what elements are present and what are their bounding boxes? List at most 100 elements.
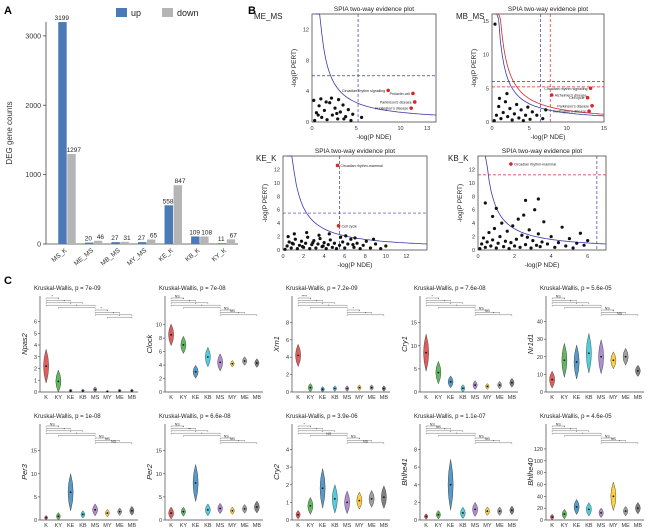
c-y-tick-label: 5 <box>414 367 417 373</box>
c-sig-bracket <box>219 440 245 442</box>
c-median-dot-MY <box>231 362 234 365</box>
b-data-point <box>491 214 495 219</box>
c-sig-label: * <box>238 439 240 443</box>
c-sig-label: NS <box>479 307 485 311</box>
b-data-point <box>305 230 309 235</box>
b-data-point <box>527 228 531 232</box>
b-data-point <box>290 241 294 245</box>
c-median-dot-KY <box>309 386 312 389</box>
b-data-point <box>540 240 544 244</box>
c-x-tick-label: KB <box>204 523 212 528</box>
b-data-point <box>316 242 320 246</box>
c-y-tick-label: 0 <box>159 518 162 524</box>
b-plot-frame <box>311 13 437 123</box>
c-sig-bracket <box>600 312 626 314</box>
b-data-point <box>314 111 319 115</box>
c-median-dot-ME <box>370 497 373 500</box>
c-sig-bracket <box>438 435 476 437</box>
a-legend-label-down: down <box>177 8 199 18</box>
c-x-tick-label: ME <box>496 395 505 401</box>
b-data-point <box>283 247 287 251</box>
c-sig-label: * <box>582 304 584 308</box>
b-data-point <box>535 113 539 117</box>
c-y-tick-label: 10 <box>156 323 162 329</box>
b-data-point <box>343 246 347 250</box>
c-sig-bracket <box>170 425 184 428</box>
c-x-tick-label: K <box>44 395 48 401</box>
c-median-dot-KE <box>69 389 72 392</box>
b-data-point <box>313 118 317 123</box>
b-data-point <box>553 245 557 249</box>
c-x-tick-label: MY <box>609 523 618 528</box>
b-data-point <box>295 247 299 251</box>
c-sig-bracket <box>474 312 500 314</box>
c-median-dot-ME <box>498 384 501 386</box>
b-data-point <box>330 113 334 117</box>
a-x-tick-label: KB_K <box>184 247 202 263</box>
c-sig-bracket <box>346 312 372 314</box>
b-data-point <box>344 234 348 238</box>
c-median-dot-MS <box>474 508 477 511</box>
c-x-tick-label: MY <box>483 395 492 401</box>
a-bar-up-MY_MS <box>137 242 147 244</box>
c-sig-label: * <box>304 423 306 427</box>
b-x-tick-label: 5 <box>528 126 531 132</box>
b-data-point <box>536 197 540 201</box>
c-sig-label: * <box>493 311 495 315</box>
c-sig-label: * <box>310 425 312 429</box>
b-data-point <box>300 245 305 249</box>
c-x-tick-label: MB <box>380 395 389 401</box>
c-sig-bracket <box>219 437 233 440</box>
a-x-tick-label: MS_K <box>51 247 70 264</box>
c-sig-label: * <box>493 439 495 443</box>
c-sig-label: * <box>310 297 312 301</box>
b-data-point <box>334 247 339 251</box>
c-sig-label: NS <box>611 437 617 441</box>
c-sig-label: NS <box>175 295 181 299</box>
a-bar-up-MB_MS <box>111 242 120 244</box>
c-y-tick-label: 8 <box>159 336 162 342</box>
c-x-tick-label: ME <box>368 395 377 401</box>
c-median-dot-ME <box>370 386 373 389</box>
c-median-dot-MY <box>358 499 361 502</box>
c-x-tick-label: KY <box>307 395 315 401</box>
c-y-tick-label: 15 <box>411 321 417 327</box>
c-x-tick-label: MY <box>228 395 237 401</box>
c-gene-label: Xrn1 <box>272 336 281 353</box>
b-significant-point <box>590 104 594 108</box>
c-sig-bracket <box>219 314 258 316</box>
b-x-tick-label: 5 <box>355 126 358 132</box>
c-sig-label: NS <box>224 307 230 311</box>
b-point-annotation: Circadian rhythm signalling <box>544 87 587 91</box>
b-data-point <box>586 239 590 243</box>
b-plot-frame <box>282 155 428 251</box>
c-y-tick-label: 2 <box>286 483 289 489</box>
a-bar-up-KE_K <box>164 205 173 244</box>
b-data-point <box>360 115 364 119</box>
c-sig-label: NS <box>556 295 562 299</box>
c-sig-bracket <box>58 435 96 437</box>
b-plot-ME_MS: ME_MS SPIA two-way evidence plot -log(P ND… <box>254 6 437 141</box>
c-sig-bracket <box>45 428 71 430</box>
c-x-tick-label: MS <box>597 523 606 528</box>
b-point-annotation: Cell cycle <box>569 96 584 100</box>
b-data-point <box>567 236 572 241</box>
b-data-point <box>489 244 493 248</box>
c-sig-bracket <box>45 305 96 307</box>
b-data-point <box>316 113 320 117</box>
c-sig-bracket <box>219 309 233 312</box>
c-sig-bracket <box>170 433 221 435</box>
b-data-point <box>314 246 318 250</box>
b-data-point <box>322 108 326 113</box>
c-sig-label: * <box>450 430 452 434</box>
c-sig-bracket <box>297 302 336 304</box>
c-sig-label: * <box>64 427 66 431</box>
c-x-tick-label: MS <box>471 523 480 528</box>
c-x-tick-label: ME <box>496 523 505 528</box>
a-bar-up-MS_K <box>58 22 67 245</box>
c-sig-label: * <box>58 425 60 429</box>
c-y-tick-label: 0 <box>540 518 543 524</box>
b-data-point <box>533 208 537 212</box>
c-x-tick-label: KE <box>67 395 75 401</box>
c-median-dot-K <box>45 516 48 519</box>
